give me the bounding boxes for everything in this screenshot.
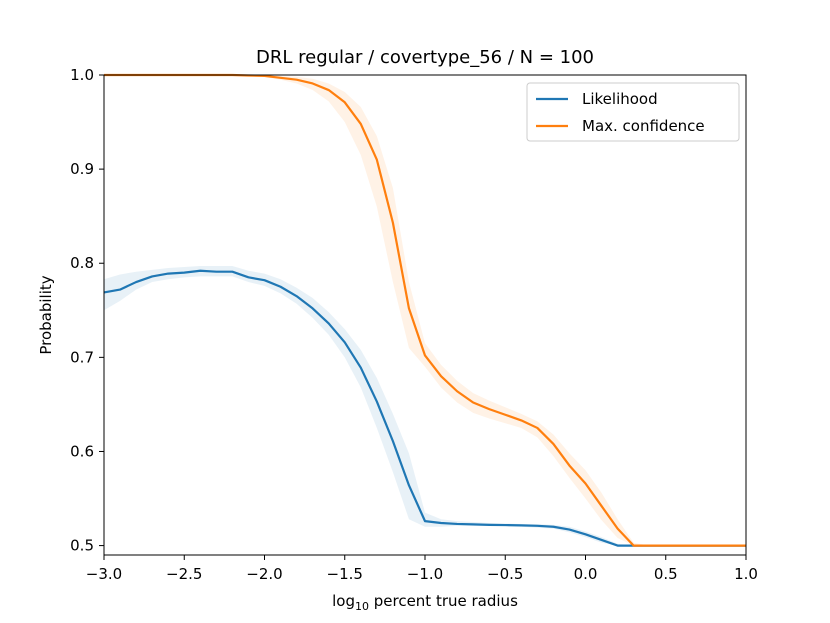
x-axis-label-subscript: 10 — [355, 600, 369, 613]
y-tick-label: 1.0 — [70, 66, 94, 84]
legend-label-likelihood: Likelihood — [582, 90, 658, 108]
x-tick-label: −1.0 — [407, 565, 443, 583]
x-axis-ticks: −3.0 −2.5 −2.0 −1.5 −1.0 −0.5 0.0 0.5 1.0 — [86, 555, 758, 583]
legend-box — [526, 82, 740, 142]
x-tick-label: −1.5 — [327, 565, 363, 583]
y-tick-label: 0.8 — [70, 254, 94, 272]
x-axis-label-rest: percent true radius — [369, 592, 518, 610]
legend: Likelihood Max. confidence — [526, 82, 740, 142]
x-tick-label: 0.0 — [574, 565, 598, 583]
x-tick-label: −2.5 — [166, 565, 202, 583]
legend-label-max-confidence: Max. confidence — [582, 117, 705, 135]
y-axis-label: Probability — [37, 275, 55, 354]
x-tick-label: −0.5 — [487, 565, 523, 583]
y-tick-label: 0.5 — [70, 537, 94, 555]
x-tick-label: −2.0 — [246, 565, 282, 583]
x-axis-label: log10 percent true radius — [332, 592, 518, 613]
x-tick-label: 1.0 — [734, 565, 758, 583]
y-tick-label: 0.6 — [70, 442, 94, 460]
y-tick-label: 0.7 — [70, 348, 94, 366]
x-tick-label: 0.5 — [654, 565, 678, 583]
x-axis-label-log: log — [332, 592, 355, 610]
y-axis-ticks: 0.5 0.6 0.7 0.8 0.9 1.0 — [70, 66, 104, 555]
x-tick-label: −3.0 — [86, 565, 122, 583]
chart-title: DRL regular / covertype_56 / N = 100 — [256, 47, 594, 68]
y-tick-label: 0.9 — [70, 160, 94, 178]
